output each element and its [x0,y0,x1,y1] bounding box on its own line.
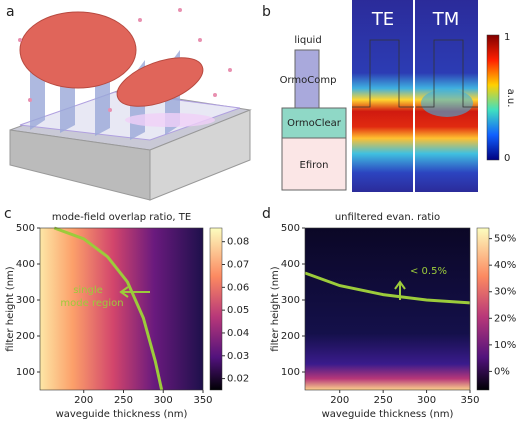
layer-label: OrmoClear [287,118,342,129]
y-tick-label: 500 [281,223,300,234]
plot-frame [304,227,471,391]
x-axis-label: waveguide thickness (nm) [322,409,454,420]
y-tick-label: 200 [16,331,35,342]
layer [281,137,347,191]
layer [281,107,347,139]
chart-title: unfiltered evan. ratio [335,212,440,223]
y-tick-label: 300 [281,295,300,306]
colorbar-tick-label: 0.02 [227,374,249,385]
mode-label: TM [432,9,460,30]
colorbar-tick-label: 0.05 [227,305,249,316]
panel-label: d [262,206,271,222]
colorbar [476,227,490,391]
colorbar-tick-label: 20% [494,313,516,324]
outline [352,39,414,108]
mode-label: TE [371,9,394,30]
illustration [9,8,252,201]
colorbar-tick-label: 10% [494,340,516,351]
x-tick-label: 200 [330,395,349,406]
arrow [119,286,150,298]
heatmap [305,228,470,390]
chart-title: mode-field overlap ratio, TE [52,212,191,223]
colorbar [486,34,500,161]
layer-label: liquid [294,35,321,46]
colorbar-tick-label: 1 [504,32,510,43]
y-tick-label: 100 [16,367,35,378]
y-axis-label: filter height (nm) [5,266,16,351]
panel-label: a [6,4,15,20]
colorbar-tick-label: 0.03 [227,351,249,362]
y-tick-label: 400 [16,259,35,270]
x-tick-label: 250 [374,395,393,406]
y-axis-label: filter height (nm) [270,266,281,351]
colorbar-tick-label: 0.04 [227,328,249,339]
x-tick-label: 350 [460,395,479,406]
panel-label: b [262,4,271,20]
curve [304,271,471,305]
colorbar-tick-label: 50% [494,234,516,245]
y-tick-label: 300 [16,295,35,306]
colorbar-tick-label: 0.08 [227,237,249,248]
mode-image [421,89,473,117]
colorbar-tick-label: 30% [494,287,516,298]
annotation: single [73,285,103,296]
layer-label: Efiron [300,160,329,171]
x-axis-label: waveguide thickness (nm) [56,409,188,420]
x-tick-label: 350 [193,395,212,406]
curve [53,226,164,391]
x-tick-label: 200 [74,395,93,406]
plot-frame [39,227,204,391]
y-tick-label: 500 [16,223,35,234]
colorbar-tick-label: 0% [494,366,510,377]
x-tick-label: 300 [154,395,173,406]
colorbar [209,227,223,391]
colorbar-tick-label: 40% [494,260,516,271]
layer-label: OrmoComp [280,75,337,86]
y-tick-label: 100 [281,367,300,378]
annotation: mode region [60,298,123,309]
colorbar-tick-label: 0.07 [227,260,249,271]
arrow [394,280,406,300]
x-tick-label: 250 [114,395,133,406]
panel-label: c [4,206,12,222]
heatmap [40,228,203,390]
colorbar-label: a.u. [505,89,516,108]
annotation: < 0.5% [410,266,447,277]
y-tick-label: 400 [281,259,300,270]
colorbar-tick-label: 0.06 [227,282,249,293]
colorbar-tick-label: 0 [504,153,510,164]
y-tick-label: 200 [281,331,300,342]
x-tick-label: 300 [417,395,436,406]
outline [416,39,478,108]
